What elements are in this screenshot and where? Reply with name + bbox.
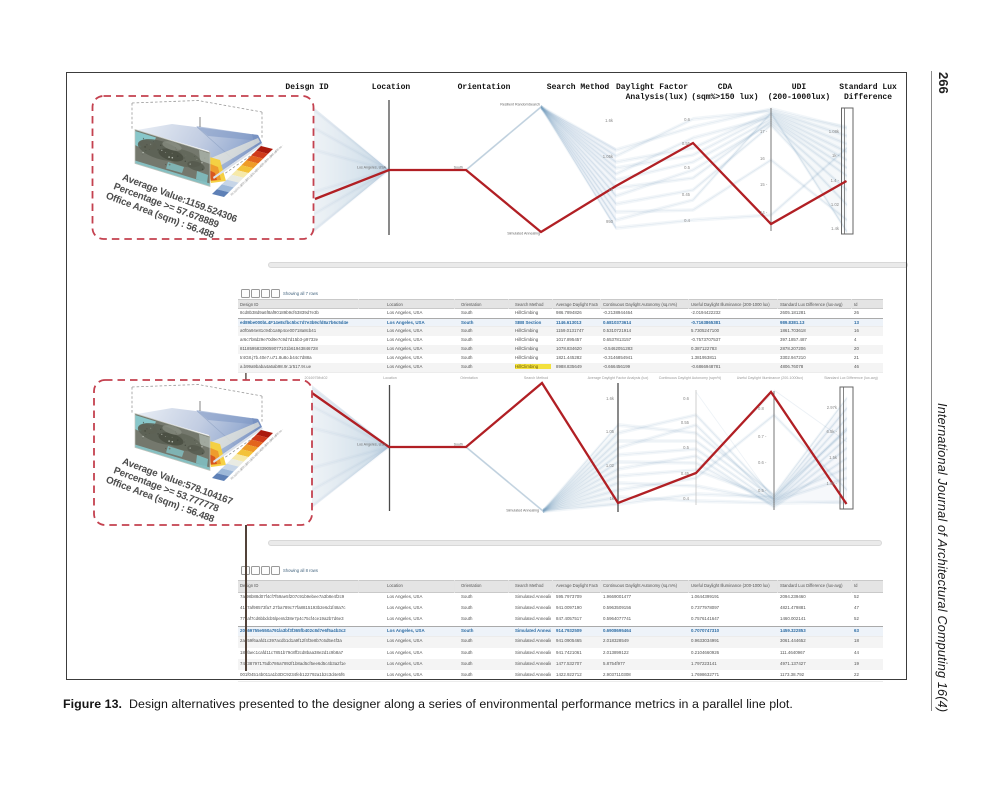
svg-text:2016975fb402: 2016975fb402	[305, 376, 328, 380]
svg-text:190.00 -: 190.00 -	[244, 457, 255, 467]
svg-text:Search Method: Search Method	[524, 376, 548, 380]
svg-text:950: 950	[606, 219, 614, 224]
svg-text:16: 16	[760, 156, 765, 161]
svg-text:South: South	[454, 443, 463, 447]
svg-text:120.00 -: 120.00 -	[234, 182, 245, 192]
svg-text:1.4 -: 1.4 -	[831, 178, 840, 183]
svg-text:225.00 -: 225.00 -	[249, 452, 260, 462]
svg-text:Useful Daylight Illuminance (2: Useful Daylight Illuminance (200-1000lux…	[737, 376, 804, 380]
svg-text:15 -: 15 -	[760, 182, 768, 187]
svg-text:400.00 -: 400.00 -	[274, 428, 285, 438]
svg-text:260.00 -: 260.00 -	[254, 163, 265, 173]
svg-text:0.6: 0.6	[684, 117, 690, 122]
svg-text:Standard Lux Difference (lux-a: Standard Lux Difference (lux-avg)	[824, 376, 878, 380]
svg-text:1.05: 1.05	[606, 429, 615, 434]
svg-text:1k: 1k	[609, 187, 614, 192]
svg-text:0.5 -: 0.5 -	[758, 488, 767, 493]
svg-text:0.7 -: 0.7 -	[758, 434, 767, 439]
svg-text:Simulated Annealing: Simulated Annealing	[507, 232, 540, 236]
svg-text:85.00 -: 85.00 -	[230, 188, 239, 197]
svg-text:6.5k -: 6.5k -	[827, 429, 838, 434]
svg-text:0.55: 0.55	[682, 141, 691, 146]
svg-text:1.02: 1.02	[606, 463, 615, 468]
svg-text:155.00 -: 155.00 -	[239, 461, 250, 471]
svg-text:1.4k: 1.4k	[831, 226, 840, 231]
svg-text:South: South	[454, 166, 463, 170]
svg-text:190.00 -: 190.00 -	[244, 173, 255, 183]
svg-text:14 -: 14 -	[760, 210, 768, 215]
svg-text:0.6 -: 0.6 -	[758, 460, 767, 465]
svg-text:0.45: 0.45	[681, 471, 690, 476]
svg-text:1.5k: 1.5k	[829, 455, 838, 460]
svg-text:Los Angeles, USA: Los Angeles, USA	[357, 166, 387, 170]
svg-text:Los Angeles, USA: Los Angeles, USA	[357, 443, 387, 447]
svg-text:1.6k: 1.6k	[606, 396, 615, 401]
svg-text:120.00 -: 120.00 -	[234, 466, 245, 476]
svg-text:0.8: 0.8	[758, 406, 764, 411]
svg-text:1.02: 1.02	[831, 202, 840, 207]
svg-text:Location: Location	[383, 376, 397, 380]
svg-text:365.00 -: 365.00 -	[269, 433, 280, 443]
svg-text:225.00 -: 225.00 -	[249, 168, 260, 178]
svg-text:0.5: 0.5	[683, 445, 689, 450]
svg-text:1k: 1k	[610, 496, 615, 501]
svg-text:1.08k: 1.08k	[829, 129, 840, 134]
svg-text:330.00 -: 330.00 -	[264, 437, 275, 447]
svg-text:400.00 -: 400.00 -	[274, 144, 285, 154]
svg-text:2.97k: 2.97k	[827, 405, 838, 410]
svg-text:Average Daylight Factor Analys: Average Daylight Factor Analysis (lux)	[588, 376, 649, 380]
svg-text:0.5: 0.5	[684, 165, 690, 170]
svg-text:330.00 -: 330.00 -	[264, 153, 275, 163]
svg-text:1.6k: 1.6k	[605, 118, 614, 123]
svg-text:1.05k: 1.05k	[603, 154, 614, 159]
svg-text:Continuous Daylight Autonomy (: Continuous Daylight Autonomy (sqm%)	[659, 376, 722, 380]
svg-text:1.4k -: 1.4k -	[827, 481, 838, 486]
svg-text:0.55: 0.55	[681, 420, 690, 425]
svg-text:1k -: 1k -	[832, 153, 840, 158]
svg-text:Resilient RandomSearch: Resilient RandomSearch	[500, 103, 540, 107]
svg-text:260.00 -: 260.00 -	[254, 447, 265, 457]
svg-text:0.6: 0.6	[683, 396, 689, 401]
svg-text:295.00 -: 295.00 -	[259, 158, 270, 168]
svg-text:0.45: 0.45	[682, 192, 691, 197]
svg-text:85.00 -: 85.00 -	[230, 472, 239, 481]
svg-text:0.4: 0.4	[684, 218, 690, 223]
svg-text:155.00 -: 155.00 -	[239, 177, 250, 187]
svg-text:17 -: 17 -	[760, 129, 768, 134]
svg-text:0.4: 0.4	[683, 496, 689, 501]
svg-text:365.00 -: 365.00 -	[269, 149, 280, 159]
svg-text:Simulated Annealing: Simulated Annealing	[506, 509, 539, 513]
svg-text:295.00 -: 295.00 -	[259, 442, 270, 452]
svg-text:Orientation: Orientation	[460, 376, 478, 380]
